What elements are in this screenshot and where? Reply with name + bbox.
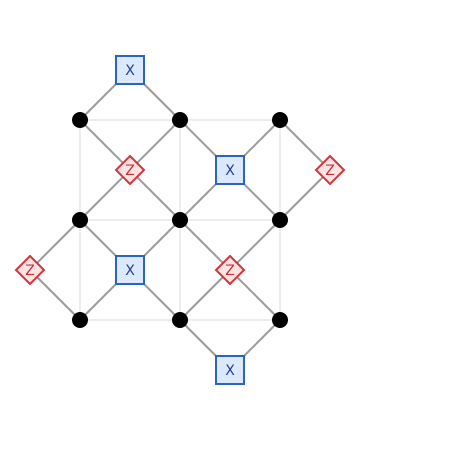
x-stabilizer-label: X [125,263,135,279]
z-stabilizer-label: Z [25,263,35,279]
edge [279,119,331,171]
data-qubit [172,312,188,328]
z-stabilizer-label: Z [325,163,335,179]
z-stabilizer-label: Z [125,163,135,179]
data-qubits [72,112,288,328]
data-qubit [172,212,188,228]
z-stabilizer-right: Z [314,154,346,186]
z-stabilizer-lower-center: Z [214,254,246,286]
x-stabilizer-center-left: X [115,255,145,285]
z-stabilizer-left: Z [14,254,46,286]
x-stabilizer-label: X [225,363,235,379]
z-stabilizer-upper-left: Z [114,154,146,186]
data-qubit [72,112,88,128]
data-qubit [272,312,288,328]
data-qubit [272,112,288,128]
x-stabilizers: X X X X [115,55,245,385]
edge [29,269,81,321]
x-stabilizer-top: X [115,55,145,85]
data-qubit [72,212,88,228]
x-stabilizer-bottom: X [215,355,245,385]
x-stabilizer-label: X [125,63,135,79]
data-qubit [72,312,88,328]
data-qubit [172,112,188,128]
z-stabilizer-label: Z [225,263,235,279]
x-stabilizer-label: X [225,163,235,179]
edge [29,219,81,271]
data-qubit [272,212,288,228]
z-stabilizers: Z Z Z Z [14,154,346,286]
edge [279,169,331,221]
x-stabilizer-center-right: X [215,155,245,185]
